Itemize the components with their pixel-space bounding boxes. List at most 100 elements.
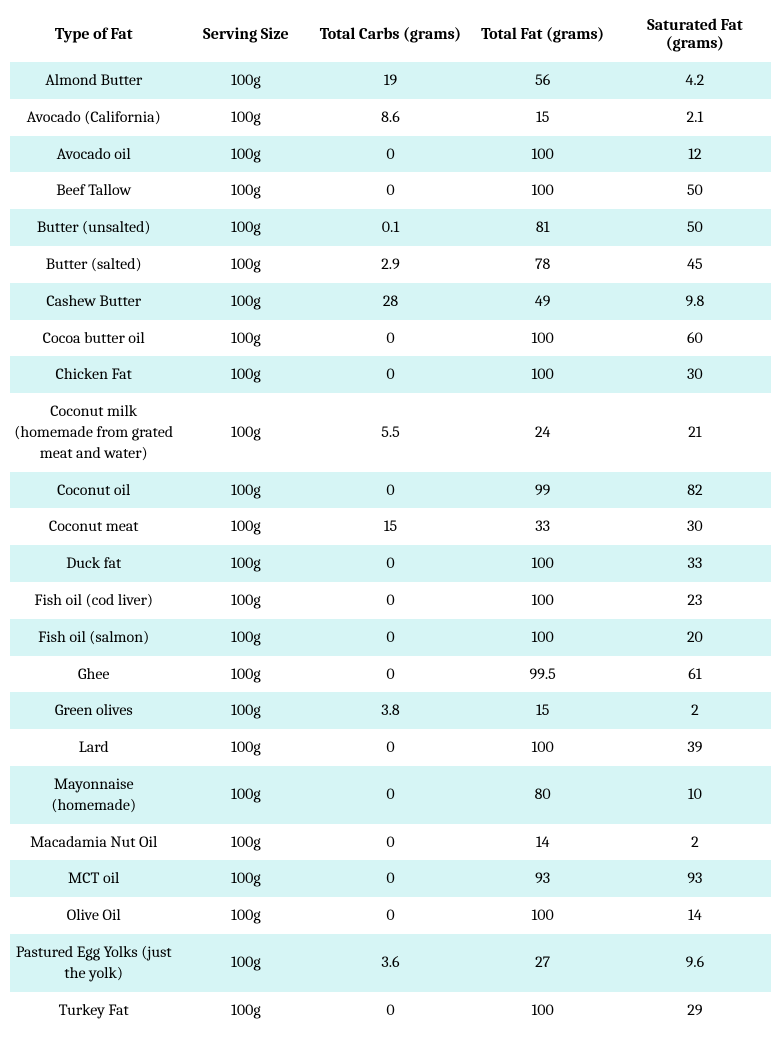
table-cell: 100 [467, 545, 619, 582]
table-cell: 100 [467, 582, 619, 619]
table-cell: Avocado oil [10, 136, 177, 173]
table-cell: Lard [10, 729, 177, 766]
table-cell: 82 [619, 472, 771, 509]
table-cell: 100g [177, 582, 314, 619]
table-cell: 0 [314, 656, 466, 693]
table-cell: 33 [467, 508, 619, 545]
table-cell: 100g [177, 472, 314, 509]
table-cell: 29 [619, 992, 771, 1029]
table-cell: 100 [467, 320, 619, 357]
table-row: Green olives100g3.8152 [10, 692, 771, 729]
table-cell: Green olives [10, 692, 177, 729]
table-cell: MCT oil [10, 860, 177, 897]
table-cell: 19 [314, 62, 466, 99]
table-cell: 99 [467, 472, 619, 509]
table-cell: 21 [619, 393, 771, 471]
table-cell: 100g [177, 99, 314, 136]
table-cell: 78 [467, 246, 619, 283]
table-cell: 61 [619, 656, 771, 693]
table-cell: 56 [467, 62, 619, 99]
table-row: Fish oil (salmon)100g010020 [10, 619, 771, 656]
table-cell: 10 [619, 766, 771, 824]
table-row: MCT oil100g09393 [10, 860, 771, 897]
table-cell: 60 [619, 320, 771, 357]
table-cell: 100g [177, 62, 314, 99]
table-cell: 15 [467, 692, 619, 729]
table-cell: 0 [314, 619, 466, 656]
table-cell: 100g [177, 508, 314, 545]
table-cell: 100 [467, 897, 619, 934]
table-cell: 100g [177, 283, 314, 320]
table-cell: Fish oil (cod liver) [10, 582, 177, 619]
table-cell: Macadamia Nut Oil [10, 824, 177, 861]
table-cell: 100g [177, 692, 314, 729]
table-cell: 100g [177, 172, 314, 209]
table-cell: 30 [619, 356, 771, 393]
table-row: Almond Butter100g19564.2 [10, 62, 771, 99]
table-cell: 0 [314, 172, 466, 209]
table-cell: Avocado (California) [10, 99, 177, 136]
table-row: Ghee100g099.561 [10, 656, 771, 693]
table-row: Macadamia Nut Oil100g0142 [10, 824, 771, 861]
table-cell: 0 [314, 356, 466, 393]
table-row: Coconut oil100g09982 [10, 472, 771, 509]
table-cell: 15 [467, 99, 619, 136]
table-row: Duck fat100g010033 [10, 545, 771, 582]
table-cell: Beef Tallow [10, 172, 177, 209]
table-cell: 100 [467, 729, 619, 766]
col-header-fat: Total Fat (grams) [467, 10, 619, 62]
table-row: Lard100g010039 [10, 729, 771, 766]
table-cell: 0 [314, 136, 466, 173]
table-cell: 33 [619, 545, 771, 582]
table-cell: Fish oil (salmon) [10, 619, 177, 656]
table-cell: Almond Butter [10, 62, 177, 99]
table-cell: 100g [177, 897, 314, 934]
table-cell: 100 [467, 172, 619, 209]
table-cell: 93 [619, 860, 771, 897]
table-cell: 50 [619, 172, 771, 209]
table-row: Olive Oil100g010014 [10, 897, 771, 934]
table-cell: 3.8 [314, 692, 466, 729]
table-cell: 0 [314, 897, 466, 934]
table-cell: 100 [467, 136, 619, 173]
table-cell: 100g [177, 824, 314, 861]
table-row: Cocoa butter oil100g010060 [10, 320, 771, 357]
table-cell: 0 [314, 766, 466, 824]
table-cell: Ghee [10, 656, 177, 693]
table-cell: 20 [619, 619, 771, 656]
table-cell: 100g [177, 619, 314, 656]
table-cell: Duck fat [10, 545, 177, 582]
table-cell: Cocoa butter oil [10, 320, 177, 357]
table-cell: 0 [314, 320, 466, 357]
table-cell: 4.2 [619, 62, 771, 99]
table-row: Avocado (California)100g8.6152.1 [10, 99, 771, 136]
table-cell: Butter (unsalted) [10, 209, 177, 246]
table-cell: 100g [177, 545, 314, 582]
table-cell: 2.1 [619, 99, 771, 136]
table-cell: 9.6 [619, 934, 771, 992]
table-cell: 12 [619, 136, 771, 173]
col-header-serving: Serving Size [177, 10, 314, 62]
table-cell: Coconut meat [10, 508, 177, 545]
table-cell: 100g [177, 729, 314, 766]
table-cell: 0.1 [314, 209, 466, 246]
table-cell: 100g [177, 320, 314, 357]
table-cell: Coconut milk (homemade from grated meat … [10, 393, 177, 471]
table-cell: 100 [467, 619, 619, 656]
table-cell: 23 [619, 582, 771, 619]
table-cell: 81 [467, 209, 619, 246]
table-cell: 0 [314, 992, 466, 1029]
table-row: Beef Tallow100g010050 [10, 172, 771, 209]
table-cell: 3.6 [314, 934, 466, 992]
table-cell: 100g [177, 393, 314, 471]
table-cell: 9.8 [619, 283, 771, 320]
table-row: Butter (unsalted)100g0.18150 [10, 209, 771, 246]
table-cell: 14 [467, 824, 619, 861]
table-cell: 100g [177, 136, 314, 173]
table-cell: 14 [619, 897, 771, 934]
col-header-carbs: Total Carbs (grams) [314, 10, 466, 62]
table-cell: 2 [619, 824, 771, 861]
table-cell: Coconut oil [10, 472, 177, 509]
table-row: Coconut milk (homemade from grated meat … [10, 393, 771, 471]
table-header-row: Type of Fat Serving Size Total Carbs (gr… [10, 10, 771, 62]
